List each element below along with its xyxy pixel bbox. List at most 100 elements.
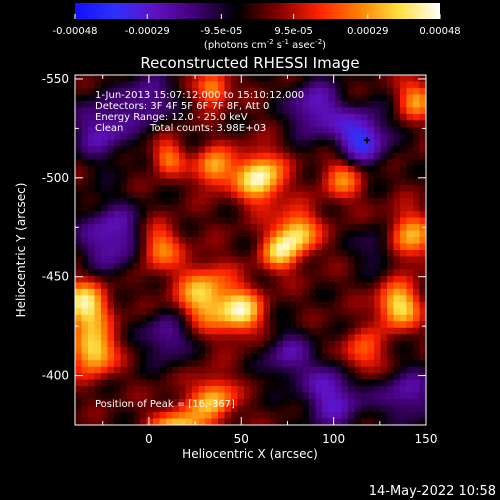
heatmap-cell — [302, 237, 310, 244]
heatmap-cell — [231, 386, 238, 393]
heatmap-cell — [400, 295, 407, 303]
heatmap-cell — [380, 230, 388, 238]
heatmap-cell — [120, 405, 128, 413]
heatmap-cell — [354, 211, 362, 218]
heatmap-cell — [309, 224, 316, 231]
heatmap-cell — [322, 81, 329, 89]
heatmap-cell — [341, 373, 349, 381]
heatmap-cell — [153, 308, 160, 316]
heatmap-cell — [270, 405, 277, 413]
heatmap-cell — [393, 152, 401, 160]
heatmap-cell — [81, 314, 89, 322]
heatmap-cell — [250, 81, 258, 89]
heatmap-cell — [270, 152, 277, 160]
heatmap-cell — [328, 405, 336, 413]
heatmap-cell — [127, 204, 134, 212]
heatmap-cell — [237, 217, 245, 225]
heatmap-cell — [198, 282, 206, 290]
heatmap-cell — [276, 379, 284, 387]
heatmap-cell — [205, 386, 212, 393]
heatmap-cell — [224, 275, 232, 283]
heatmap-cell — [263, 198, 271, 206]
heatmap-cell — [120, 256, 128, 264]
colorbar-gradient — [75, 3, 440, 19]
heatmap-cell — [185, 211, 193, 218]
heatmap-cell — [322, 113, 329, 121]
heatmap-cell — [335, 418, 342, 426]
heatmap-cell — [354, 288, 362, 296]
heatmap-cell — [400, 353, 407, 361]
heatmap-cell — [179, 100, 186, 108]
heatmap-cell — [257, 224, 264, 231]
heatmap-cell — [107, 211, 115, 218]
heatmap-cell — [81, 347, 89, 355]
heatmap-cell — [146, 237, 154, 244]
heatmap-cell — [380, 126, 388, 134]
heatmap-cell — [387, 412, 394, 419]
heatmap-cell — [101, 308, 108, 316]
heatmap-cell — [341, 94, 349, 102]
heatmap-cell — [270, 224, 277, 231]
heatmap-cell — [335, 301, 342, 309]
heatmap-cell — [237, 204, 245, 212]
heatmap-cell — [367, 120, 375, 128]
heatmap-cell — [192, 405, 199, 413]
heatmap-cell — [283, 211, 290, 218]
heatmap-cell — [237, 360, 245, 368]
heatmap-cell — [237, 211, 245, 218]
heatmap-cell — [289, 314, 297, 322]
heatmap-cell — [361, 113, 368, 121]
heatmap-cell — [348, 146, 355, 154]
heatmap-cell — [374, 392, 381, 400]
heatmap-cell — [400, 288, 407, 296]
heatmap-cell — [413, 256, 420, 264]
heatmap-cell — [107, 334, 115, 342]
heatmap-cell — [270, 230, 277, 238]
heatmap-cell — [159, 120, 167, 128]
heatmap-cell — [315, 217, 323, 225]
heatmap-cell — [237, 120, 245, 128]
heatmap-cell — [218, 172, 225, 180]
heatmap-cell — [276, 81, 284, 89]
heatmap-cell — [231, 347, 238, 355]
heatmap-cell — [237, 282, 245, 290]
heatmap-cell — [127, 243, 134, 251]
heatmap-cell — [205, 224, 212, 231]
heatmap-cell — [413, 334, 420, 342]
heatmap-cell — [374, 282, 381, 290]
heatmap-cell — [159, 237, 167, 244]
heatmap-cell — [127, 327, 134, 335]
heatmap-cell — [393, 295, 401, 303]
heatmap-cell — [198, 399, 206, 406]
heatmap-cell — [335, 379, 342, 387]
heatmap-cell — [127, 366, 134, 374]
heatmap-cell — [237, 399, 245, 406]
heatmap-cell — [81, 308, 89, 316]
heatmap-cell — [146, 87, 154, 95]
heatmap-cell — [140, 152, 147, 160]
heatmap-cell — [367, 412, 375, 419]
heatmap-cell — [166, 334, 173, 342]
heatmap-cell — [257, 178, 264, 186]
heatmap-cell — [166, 360, 173, 368]
heatmap-cell — [224, 269, 232, 277]
heatmap-cell — [101, 100, 108, 108]
heatmap-cell — [302, 204, 310, 212]
heatmap-cell — [107, 230, 115, 238]
heatmap-cell — [166, 204, 173, 212]
heatmap-cell — [406, 217, 414, 225]
heatmap-cell — [367, 347, 375, 355]
heatmap-cell — [244, 301, 251, 309]
heatmap-cell — [374, 185, 381, 193]
heatmap-cell — [315, 392, 323, 400]
heatmap-cell — [322, 392, 329, 400]
heatmap-cell — [354, 75, 362, 82]
heatmap-cell — [315, 386, 323, 393]
heatmap-cell — [315, 243, 323, 251]
heatmap-cell — [127, 165, 134, 173]
heatmap-cell — [192, 282, 199, 290]
heatmap-cell — [185, 288, 193, 296]
heatmap-cell — [354, 120, 362, 128]
heatmap-cell — [75, 87, 82, 95]
heatmap-cell — [315, 159, 323, 167]
